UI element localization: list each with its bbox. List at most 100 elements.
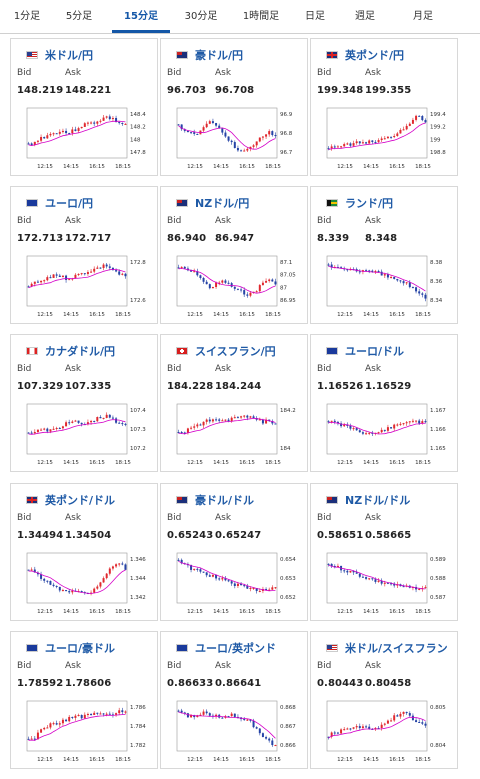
candle-body bbox=[424, 421, 427, 423]
candle-body bbox=[393, 583, 396, 586]
tab-1[interactable]: 1分足 bbox=[13, 11, 41, 22]
tab-8[interactable]: 月足 bbox=[413, 11, 433, 22]
ask-value: 148.221 bbox=[65, 85, 112, 96]
candle-body bbox=[102, 578, 105, 583]
x-tick-label: 16:15 bbox=[239, 609, 255, 615]
pair-name[interactable]: 米ドル/スイスフラン bbox=[345, 642, 448, 655]
candle-body bbox=[343, 570, 346, 572]
currency-card[interactable]: 米ドル/スイスフラン Bid Ask 0.80443 0.80458 0.805 0.804… bbox=[310, 631, 458, 769]
candle-body bbox=[411, 420, 414, 422]
pair-name[interactable]: スイスフラン/円 bbox=[195, 345, 276, 358]
candle-body bbox=[58, 428, 61, 430]
candle-body bbox=[83, 273, 86, 275]
x-tick-label: 18:15 bbox=[115, 312, 131, 318]
eu-flag bbox=[176, 644, 188, 652]
y-tick-label: 0.866 bbox=[280, 743, 296, 749]
currency-card[interactable]: ユーロ/ドル Bid Ask 1.16526 1.16529 1.167 1.166 1.16… bbox=[310, 334, 458, 472]
candle-body bbox=[236, 288, 239, 290]
x-tick-label: 14:15 bbox=[363, 460, 379, 466]
y-tick-label: 148.4 bbox=[130, 112, 146, 118]
candle-body bbox=[46, 428, 49, 432]
candle-body bbox=[358, 573, 361, 577]
pair-name[interactable]: NZドル/円 bbox=[195, 197, 250, 210]
candle-body bbox=[58, 131, 61, 134]
tab-3[interactable]: 15分足 bbox=[112, 0, 170, 33]
pair-name[interactable]: 豪ドル/円 bbox=[195, 49, 244, 62]
pair-name[interactable]: カナダドル/円 bbox=[45, 345, 116, 358]
x-tick-label: 16:15 bbox=[239, 757, 255, 763]
candle-body bbox=[349, 425, 352, 429]
candle-body bbox=[424, 120, 427, 123]
candle-body bbox=[68, 133, 71, 135]
candle-body bbox=[93, 268, 96, 272]
candle-body bbox=[80, 422, 83, 425]
currency-card[interactable]: NZドル/ドル Bid Ask 0.58651 0.58665 0.589 0.588 0.5… bbox=[310, 483, 458, 621]
currency-card[interactable]: NZドル/円 Bid Ask 86.940 86.947 87.1 87.05 87 86.95… bbox=[160, 186, 308, 324]
pair-name[interactable]: 豪ドル/ドル bbox=[195, 494, 255, 507]
tab-7[interactable]: 週足 bbox=[355, 11, 375, 22]
currency-card[interactable]: 米ドル/円 Bid Ask 148.219 148.221 148.4 148.2 148 14… bbox=[10, 38, 158, 176]
candle-body bbox=[408, 421, 411, 423]
ask-value: 8.348 bbox=[365, 233, 398, 244]
candle-body bbox=[40, 429, 43, 431]
pair-name[interactable]: 英ポンド/円 bbox=[345, 49, 405, 62]
candle-body bbox=[374, 270, 377, 272]
candle-body bbox=[55, 428, 58, 430]
candle-body bbox=[236, 417, 239, 419]
pair-name[interactable]: 英ポンド/ドル bbox=[45, 494, 116, 507]
candle-body bbox=[393, 715, 396, 721]
pair-name[interactable]: ユーロ/円 bbox=[45, 197, 94, 210]
candle-body bbox=[246, 586, 249, 589]
candle-body bbox=[180, 710, 183, 713]
currency-card[interactable]: カナダドル/円 Bid Ask 107.329 107.335 107.4 107.3 107… bbox=[10, 334, 158, 472]
candle-body bbox=[383, 138, 386, 140]
candle-body bbox=[377, 270, 380, 272]
tab-5[interactable]: 1時間足 bbox=[242, 11, 280, 22]
candle-body bbox=[49, 581, 52, 585]
candle-body bbox=[371, 578, 374, 580]
chart-frame bbox=[26, 700, 128, 752]
y-tick-label: 0.868 bbox=[280, 705, 296, 711]
tab-4[interactable]: 30分足 bbox=[184, 11, 218, 22]
currency-card[interactable]: ユーロ/円 Bid Ask 172.713 172.717 172.8 172.6 12:15… bbox=[10, 186, 158, 324]
candle-body bbox=[52, 274, 55, 278]
y-tick-label: 1.344 bbox=[130, 576, 146, 582]
candle-body bbox=[180, 124, 183, 130]
candle-body bbox=[49, 133, 52, 136]
pair-name[interactable]: ユーロ/ドル bbox=[345, 345, 405, 358]
candle-body bbox=[361, 142, 364, 144]
candle-body bbox=[183, 432, 186, 434]
currency-card[interactable]: ユーロ/英ポンド Bid Ask 0.86633 0.86641 0.868 0.867 0.… bbox=[160, 631, 308, 769]
pair-name[interactable]: ランド/円 bbox=[345, 197, 394, 210]
pair-name[interactable]: ユーロ/豪ドル bbox=[45, 642, 116, 655]
y-tick-label: 0.867 bbox=[280, 724, 296, 730]
candle-body bbox=[261, 282, 264, 286]
candle-body bbox=[224, 280, 227, 283]
candle-body bbox=[249, 588, 252, 590]
candle-body bbox=[108, 116, 111, 120]
candle-body bbox=[274, 745, 277, 747]
currency-card[interactable]: 英ポンド/円 Bid Ask 199.348 199.355 199.4 199.2 199 1… bbox=[310, 38, 458, 176]
tab-2[interactable]: 5分足 bbox=[65, 11, 93, 22]
pair-name[interactable]: 米ドル/円 bbox=[45, 49, 94, 62]
candle-body bbox=[415, 720, 418, 723]
bid-value: 1.16526 bbox=[317, 381, 364, 392]
y-tick-label: 0.654 bbox=[280, 557, 296, 563]
currency-card[interactable]: ユーロ/豪ドル Bid Ask 1.78592 1.78606 1.786 1.784 1.7… bbox=[10, 631, 158, 769]
pair-name[interactable]: NZドル/ドル bbox=[345, 494, 411, 507]
currency-card[interactable]: 英ポンド/ドル Bid Ask 1.34494 1.34504 1.346 1.344 1.3… bbox=[10, 483, 158, 621]
x-tick-label: 14:15 bbox=[63, 757, 79, 763]
candle-body bbox=[190, 715, 193, 718]
y-tick-label: 0.805 bbox=[430, 705, 446, 711]
currency-card[interactable]: ランド/円 Bid Ask 8.339 8.348 8.38 8.36 8.34 12:15 14… bbox=[310, 186, 458, 324]
candle-body bbox=[218, 578, 221, 580]
pair-name[interactable]: ユーロ/英ポンド bbox=[195, 642, 277, 655]
currency-card[interactable]: 豪ドル/ドル Bid Ask 0.65243 0.65247 0.654 0.653 0.65… bbox=[160, 483, 308, 621]
y-tick-label: 148 bbox=[130, 137, 141, 143]
currency-card[interactable]: スイスフラン/円 Bid Ask 184.228 184.244 184.2 184 12:1… bbox=[160, 334, 308, 472]
candle-body bbox=[377, 580, 380, 582]
candle-body bbox=[58, 275, 61, 278]
tab-6[interactable]: 日足 bbox=[305, 11, 325, 22]
currency-card[interactable]: 豪ドル/円 Bid Ask 96.703 96.708 96.9 96.8 96.7 12:15… bbox=[160, 38, 308, 176]
ask-value: 0.58665 bbox=[365, 530, 412, 541]
